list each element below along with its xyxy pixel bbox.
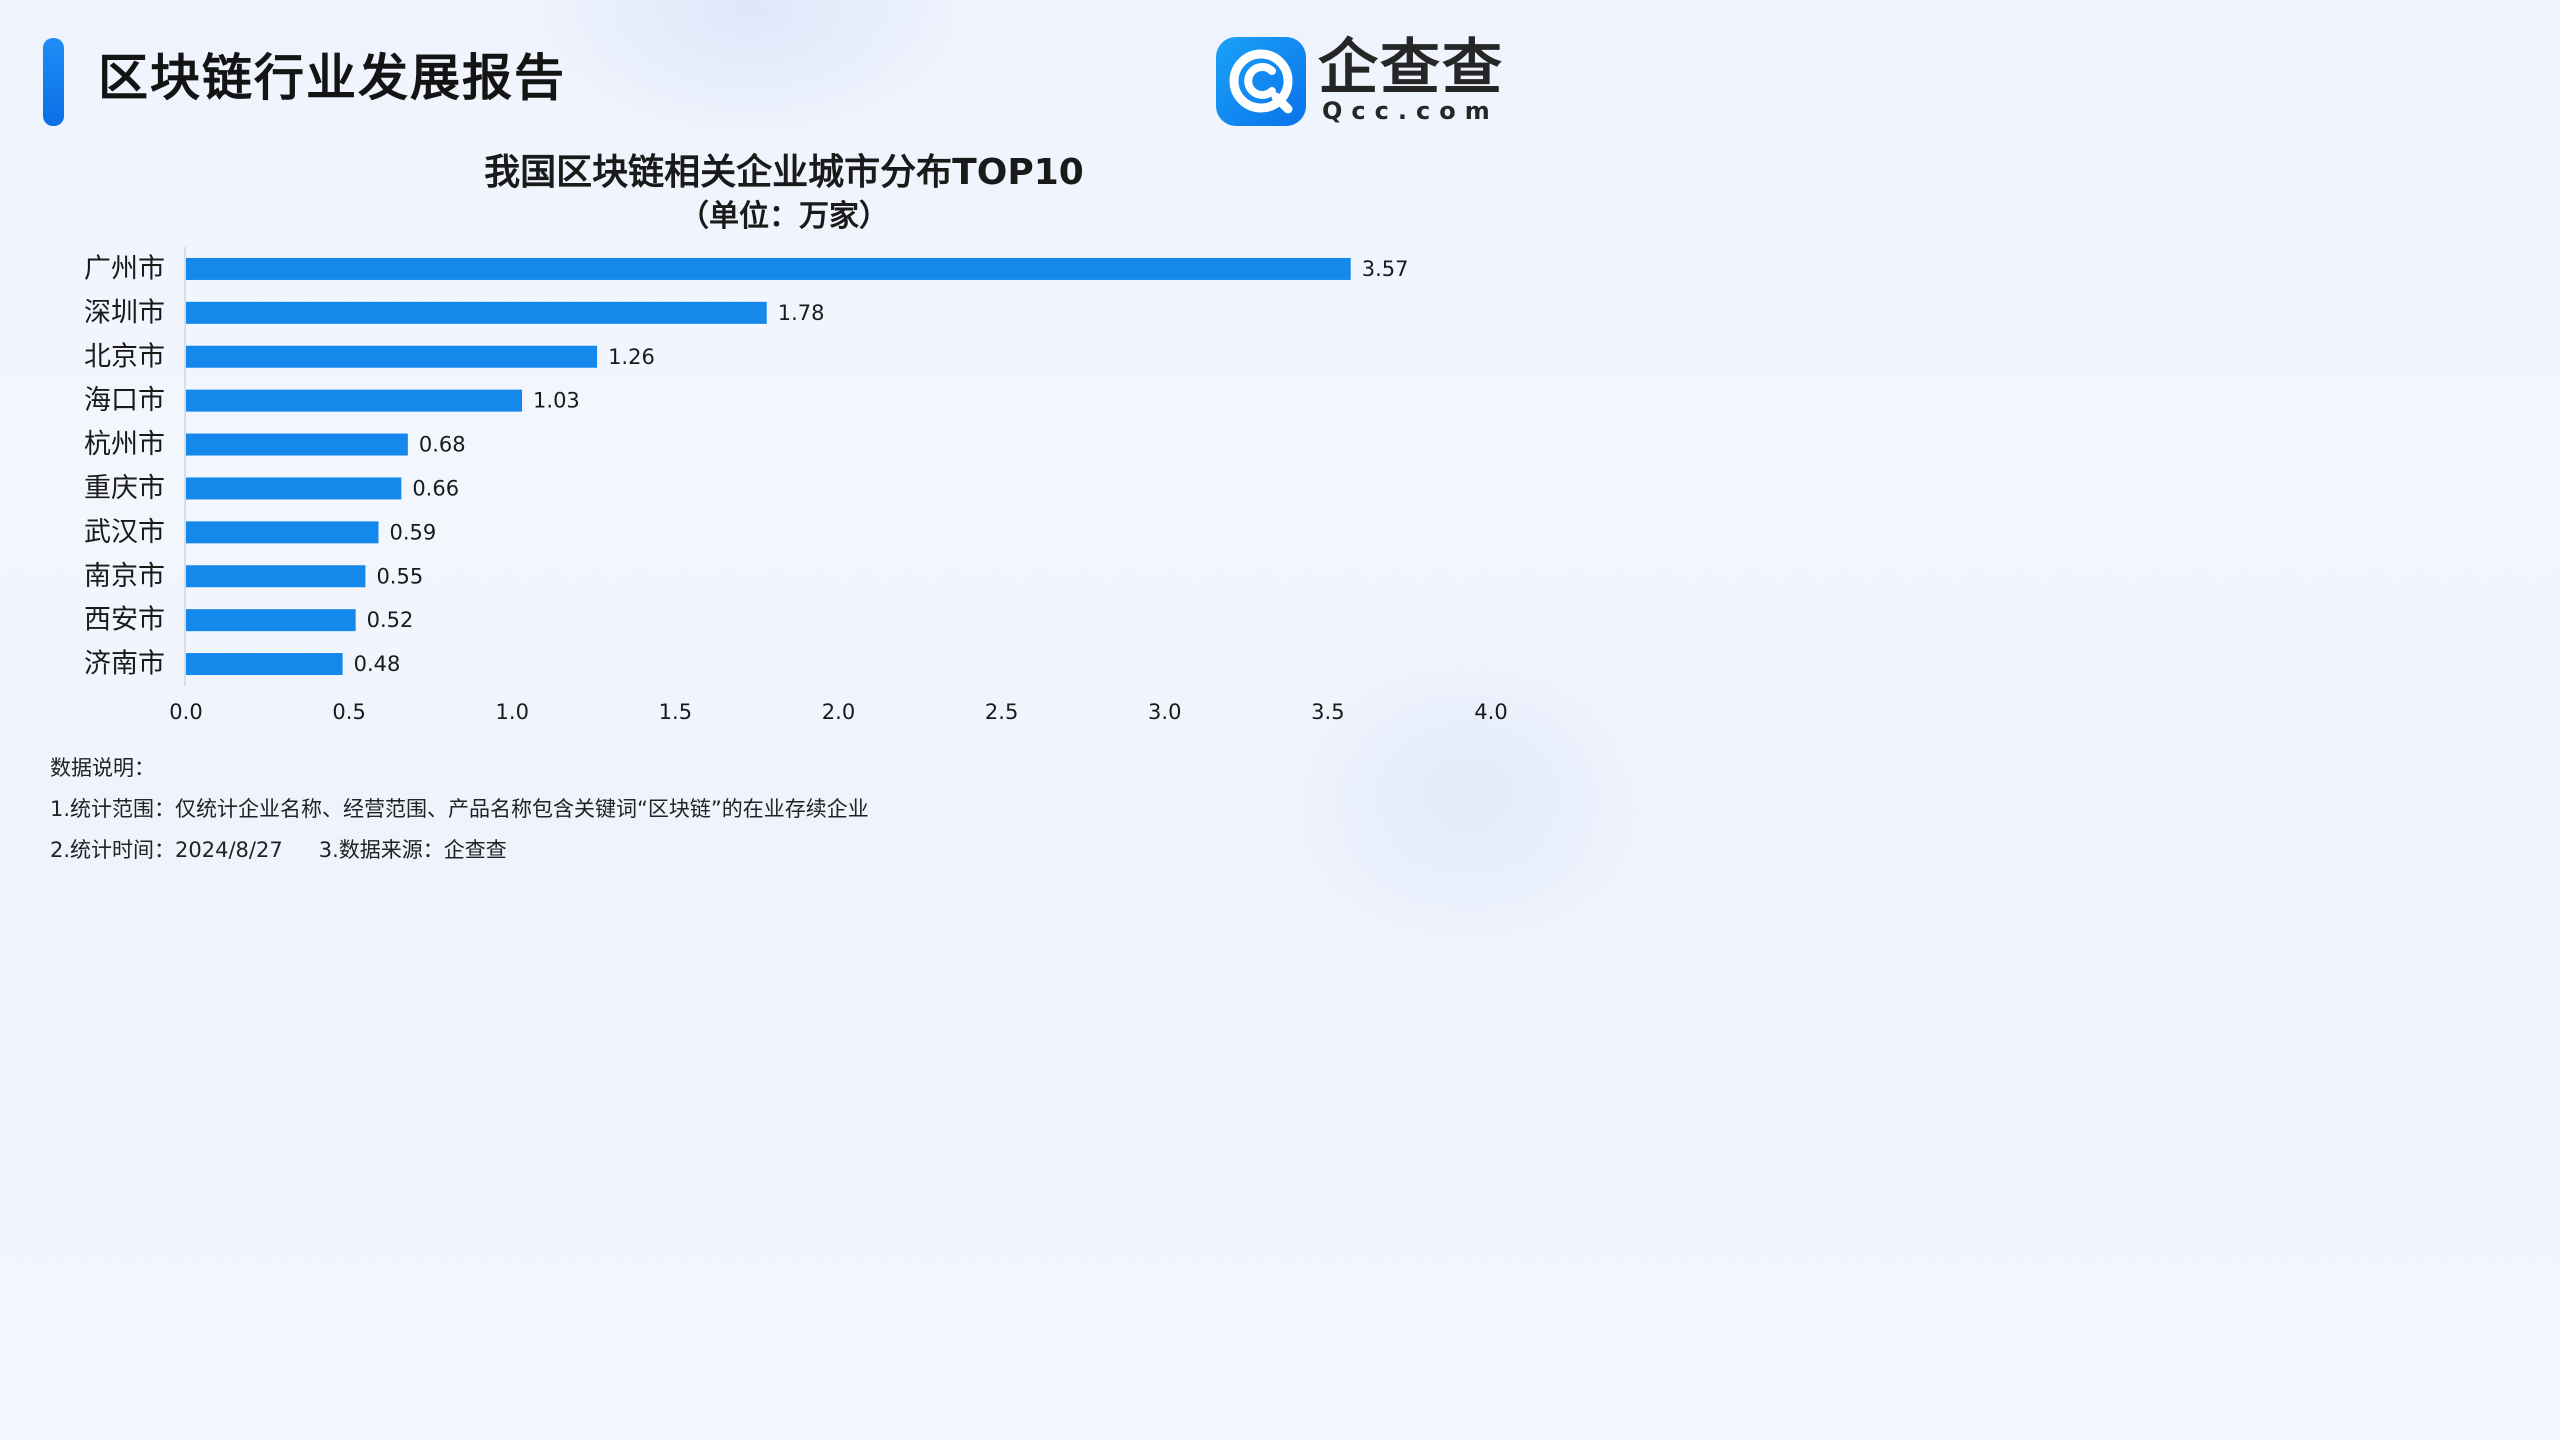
value-label-3: 1.03 (533, 389, 580, 413)
value-label-2: 1.26 (608, 345, 655, 369)
x-tick-label-3: 1.5 (659, 700, 692, 724)
value-label-4: 0.68 (419, 433, 466, 457)
value-label-9: 0.48 (354, 652, 401, 676)
notes-heading: 数据说明： (50, 756, 155, 780)
category-label-6: 武汉市 (84, 517, 165, 548)
background-glow-bottom (1288, 642, 1648, 942)
brand-domain: Qcc.com (1322, 97, 1499, 125)
chart-title: 我国区块链相关企业城市分布TOP10 (484, 152, 1084, 193)
page-title: 区块链行业发展报告 (98, 49, 566, 107)
notes-scope: 1.统计范围：仅统计企业名称、经营范围、产品名称包含关键词“区块链”的在业存续企… (50, 797, 869, 821)
value-label-0: 3.57 (1362, 257, 1409, 281)
category-label-7: 南京市 (84, 561, 165, 592)
category-label-3: 海口市 (84, 385, 165, 416)
value-label-7: 0.55 (376, 564, 423, 588)
data-notes: 数据说明： 1.统计范围：仅统计企业名称、经营范围、产品名称包含关键词“区块链”… (50, 748, 869, 871)
category-label-9: 济南市 (84, 649, 165, 680)
category-label-1: 深圳市 (84, 297, 165, 328)
bar-0 (186, 257, 1351, 280)
x-tick-label-5: 2.5 (985, 700, 1018, 724)
x-tick-label-0: 0.0 (169, 700, 202, 724)
x-tick-label-8: 4.0 (1474, 700, 1507, 724)
notes-time: 2.统计时间：2024/8/27 (50, 838, 283, 862)
category-label-4: 杭州市 (84, 429, 165, 460)
value-label-5: 0.66 (412, 476, 459, 500)
x-tick-label-2: 1.0 (496, 700, 529, 724)
value-label-8: 0.52 (367, 608, 414, 632)
x-tick-label-4: 2.0 (822, 700, 855, 724)
chart-subtitle: （单位：万家） (679, 199, 889, 234)
value-label-6: 0.59 (389, 520, 436, 544)
notes-time-source: 2.统计时间：2024/8/27 3.数据来源：企查查 (50, 830, 869, 871)
qcc-logo-icon (1216, 37, 1306, 126)
category-label-5: 重庆市 (84, 473, 165, 504)
x-tick-label-1: 0.5 (332, 700, 365, 724)
bar-3 (186, 389, 523, 412)
bar-2 (186, 345, 598, 368)
value-label-1: 1.78 (778, 301, 825, 325)
x-tick-label-7: 3.5 (1311, 700, 1344, 724)
notes-source: 3.数据来源：企查查 (318, 838, 507, 862)
x-tick-label-6: 3.0 (1148, 700, 1181, 724)
category-label-0: 广州市 (84, 253, 165, 284)
bar-8 (186, 609, 356, 632)
header-accent-bar (43, 38, 64, 126)
bar-4 (186, 433, 408, 456)
bar-5 (186, 477, 402, 500)
bar-6 (186, 521, 379, 544)
bar-7 (186, 565, 366, 588)
category-label-8: 西安市 (84, 605, 165, 636)
bar-9 (186, 653, 343, 676)
bar-1 (186, 301, 767, 324)
category-label-2: 北京市 (84, 341, 165, 372)
brand-name: 企查查 (1318, 33, 1504, 103)
